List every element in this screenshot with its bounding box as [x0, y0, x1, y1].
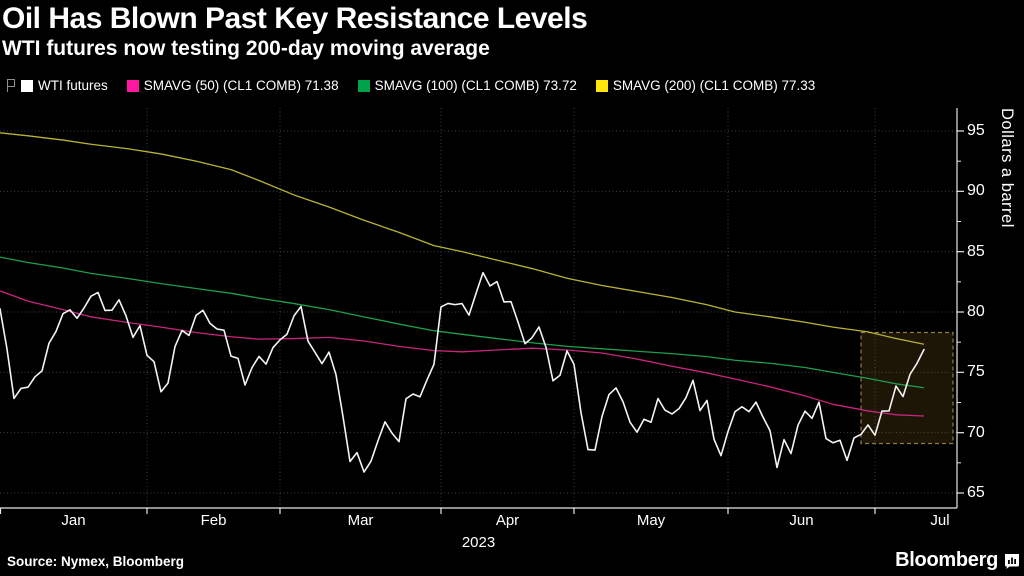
y-tick-label: 75	[967, 363, 985, 381]
x-month-label: Feb	[200, 512, 227, 529]
legend-item-smavg-200[interactable]: SMAVG (200) (CL1 COMB) 77.33	[595, 78, 816, 93]
legend-label: SMAVG (50) (CL1 COMB) 71.38	[143, 78, 339, 93]
flag-tracker-icon[interactable]	[6, 78, 18, 93]
y-tick-label: 95	[967, 122, 985, 139]
chart-title: Oil Has Blown Past Key Resistance Levels	[2, 2, 588, 35]
y-tick-label: 90	[967, 182, 985, 200]
y-tick-label: 85	[967, 242, 985, 260]
y-tick-label: 65	[967, 484, 985, 501]
x-month-label: Jun	[789, 512, 814, 529]
y-axis-title: Dollars a barrel	[998, 108, 1016, 228]
x-month-label: Jan	[61, 512, 86, 529]
x-month-label: May	[636, 512, 666, 529]
x-month-label: Apr	[495, 512, 520, 529]
legend-label: SMAVG (100) (CL1 COMB) 73.72	[374, 78, 577, 93]
legend-swatch-icon	[126, 79, 139, 92]
legend-swatch-icon	[595, 79, 608, 92]
terminal-chart-icon	[1005, 553, 1019, 569]
legend-label: SMAVG (200) (CL1 COMB) 77.33	[612, 78, 816, 93]
y-tick-label: 70	[967, 423, 985, 441]
y-tick-label: 80	[967, 303, 985, 320]
x-month-label: Jul	[930, 512, 950, 529]
source-note: Source: Nymex, Bloomberg	[7, 554, 185, 569]
legend-item-smavg-50[interactable]: SMAVG (50) (CL1 COMB) 71.38	[126, 78, 339, 93]
chart-legend: WTI futures SMAVG (50) (CL1 COMB) 71.38 SM…	[6, 78, 834, 93]
legend-swatch-icon	[357, 79, 370, 92]
x-axis-year-label: 2023	[461, 534, 496, 551]
x-month-label: Mar	[347, 512, 374, 529]
legend-item-wti[interactable]: WTI futures	[21, 78, 108, 93]
chart-subtitle: WTI futures now testing 200-day moving a…	[2, 37, 490, 60]
bloomberg-logo-text: Bloomberg	[895, 549, 998, 571]
legend-label: WTI futures	[38, 78, 108, 93]
legend-swatch-icon	[21, 79, 33, 92]
legend-item-smavg-100[interactable]: SMAVG (100) (CL1 COMB) 73.72	[357, 78, 577, 93]
bloomberg-logo: Bloomberg	[895, 549, 1020, 572]
